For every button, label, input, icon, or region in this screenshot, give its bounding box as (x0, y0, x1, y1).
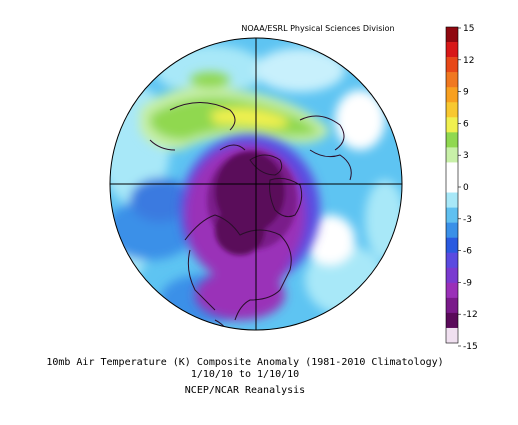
colorbar-tick-label: 3 (463, 151, 469, 161)
colorbar-segment (446, 327, 458, 344)
colorbar-tick-label: -15 (463, 342, 478, 352)
colorbar-tick-label: -6 (463, 247, 472, 257)
colorbar-segment (446, 222, 458, 238)
colorbar-segment (446, 312, 458, 329)
colorbar-tick-label: 12 (463, 56, 474, 66)
colorbar-segment (446, 162, 458, 178)
colorbar-tick-label: -3 (463, 215, 472, 225)
graticule (110, 38, 402, 330)
map-boundary (109, 37, 403, 331)
figure-dates: 1/10/10 to 1/10/10 (190, 369, 300, 380)
colorbar-segment (446, 57, 458, 73)
colorbar-segment (446, 267, 458, 284)
colorbar-segment (446, 42, 458, 58)
colorbar-segment (446, 87, 458, 103)
colorbar-tick-label: 0 (463, 183, 469, 193)
colorbar-tick-label: 15 (463, 24, 474, 34)
colorbar-tick-label: 9 (463, 88, 469, 98)
colorbar-segment (446, 297, 458, 314)
credit-label: NOAA/ESRL Physical Sciences Division (231, 22, 405, 36)
figure-source: NCEP/NCAR Reanalysis (184, 385, 306, 396)
colorbar-segment (446, 72, 458, 88)
colorbar-tick-label: -12 (463, 310, 478, 320)
colorbar-segment (446, 117, 458, 133)
colorbar-segment (446, 132, 458, 148)
colorbar-segment (446, 147, 458, 163)
figure-title: 10mb Air Temperature (K) Composite Anoma… (46, 357, 444, 368)
colorbar-outline (445, 26, 459, 344)
coastlines (149, 102, 352, 330)
colorbar-segment (446, 102, 458, 118)
colorbar-segment (446, 27, 458, 43)
colorbar-segment (446, 207, 458, 223)
colorbar-segment (446, 282, 458, 299)
colorbar-segment (446, 177, 458, 193)
colorbar: 15 12 9 6 3 0 -3 -6 -9 -12 -15 (445, 24, 478, 352)
temperature-anomaly-map (110, 38, 402, 330)
colorbar-segment (446, 237, 458, 254)
colorbar-segment (446, 192, 458, 208)
colorbar-segment (446, 252, 458, 269)
colorbar-tick-label: 6 (463, 119, 469, 129)
colorbar-tick-label: -9 (463, 278, 472, 288)
